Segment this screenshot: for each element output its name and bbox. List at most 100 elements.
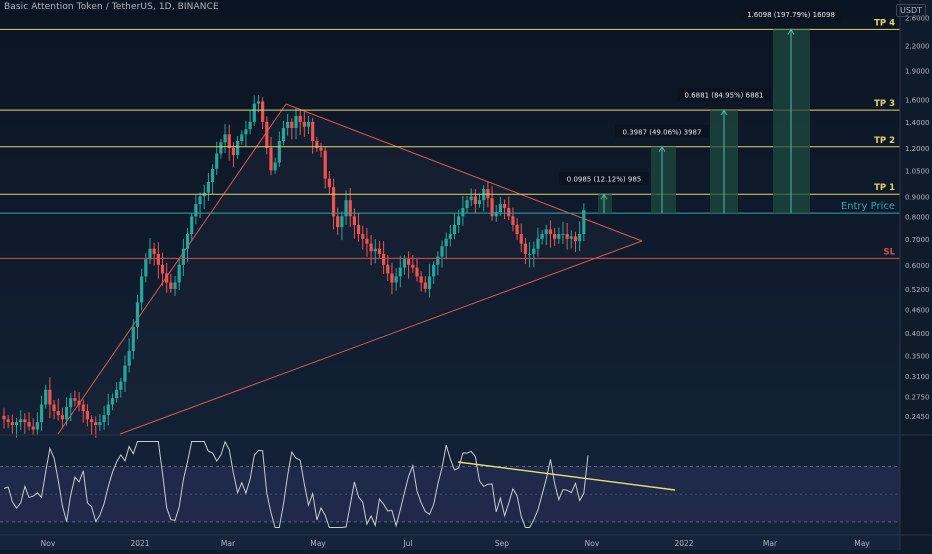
candle-body [265,121,269,148]
candle-body [578,234,582,242]
time-tick-label: Jul [402,539,412,548]
time-tick-label: Sep [495,539,509,548]
triangle-lower-trendline [119,240,643,435]
price-tick-label: 0.8000 [905,213,930,221]
candle-body [198,196,202,205]
candle-body [81,404,85,412]
candle-body [131,326,135,351]
candle-body [365,238,369,244]
time-tick-label: May [310,539,326,548]
candle-body [244,129,248,135]
level-label: TP 3 [874,99,895,109]
currency-badge[interactable]: USDT [896,4,926,17]
candle-body [52,404,56,412]
candle-body [23,419,27,423]
target-label: 0.6881 (84.95%) 6881 [685,92,764,100]
candle-body [498,204,502,213]
candle-body [248,121,252,130]
candle-body [494,212,498,217]
candle-body [6,419,10,423]
candle-body [336,216,340,228]
candle-body [557,234,561,239]
candle-body [382,253,386,265]
target-arrowhead [720,109,728,116]
candle-body [181,248,185,265]
level-label: Entry Price [841,201,895,212]
candle-body [469,196,473,201]
candle-body [252,103,256,122]
price-tick-label: 1.2000 [905,145,930,153]
target-box [651,146,676,214]
candle-body [273,162,277,171]
candle-body [160,264,165,274]
level-label: TP 2 [874,136,895,146]
candle-body [219,142,223,154]
candle-body [528,253,532,255]
candle-body [231,147,236,156]
candle-body [123,365,127,382]
target-arrowhead [600,193,608,200]
candle-body [544,229,548,235]
time-tick-label: 2022 [674,539,693,548]
target-label-bg [559,172,649,186]
candle-body [519,234,523,244]
candle-body [236,140,240,156]
price-tick-label: 2.2000 [905,43,930,51]
candle-body [290,121,294,129]
price-tick-label: 0.7000 [905,236,930,244]
candle-body [148,248,152,260]
time-tick-label: May [854,539,870,548]
price-tick-label: 0.6000 [905,262,930,270]
candle-body [73,398,77,401]
candle-body [582,210,586,235]
candle-body [106,404,110,416]
candle-body [490,198,494,217]
candle-body [10,422,14,426]
price-tick-label: 0.3100 [905,373,930,381]
candle-body [565,234,569,239]
candle-body [190,216,194,235]
candle-body [35,422,39,430]
level-label: TP 1 [874,183,895,193]
candle-body [269,147,273,171]
target-label: 0.3987 (49.06%) 3987 [623,128,702,136]
candle-body [306,121,311,127]
symbol-title: Basic Attention Token / TetherUS, 1D, BI… [4,2,219,12]
candle-body [227,134,231,148]
candle-body [315,140,319,148]
triangle-left-edge [57,103,287,435]
candle-body [461,208,465,217]
target-label-bg [615,124,709,138]
candle-body [486,189,490,199]
price-tick-label: 1.4000 [905,119,930,127]
candle-body [356,224,361,235]
candle-body [502,204,507,209]
candle-body [573,236,578,242]
candle-body [85,411,90,420]
candle-body [215,153,219,169]
candle-body [94,422,98,426]
triangle-fill [58,104,642,434]
price-tick-label: 0.4000 [905,330,930,338]
candle-body [27,422,31,427]
candle-body [515,224,519,235]
candle-body [156,253,160,265]
candle-body [69,398,73,408]
candle-body [411,264,415,268]
rsi-divergence-trendline [457,461,676,491]
candle-body [277,140,281,163]
candle-body [165,273,169,283]
candle-body [31,426,35,430]
candle-body [48,389,52,405]
candle-body [110,398,115,405]
candle-body [77,400,81,405]
candle-body [331,187,336,217]
candle-body [2,415,6,420]
candle-body [169,282,173,289]
candle-body [511,216,515,225]
candle-body [311,121,315,141]
candle-body [64,407,69,420]
candle-body [340,216,344,228]
